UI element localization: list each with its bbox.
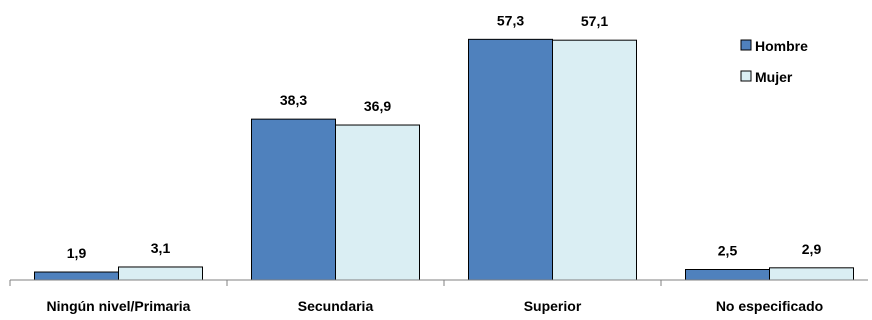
bar-hombre-no-especificado xyxy=(685,269,770,281)
bar-mujer-superior xyxy=(552,39,637,281)
bar-mujer-ningun-nivel-primaria xyxy=(118,266,203,281)
legend-label-hombre: Hombre xyxy=(755,38,808,54)
bars-layer xyxy=(34,38,854,281)
bar-hombre-superior xyxy=(468,38,553,281)
category-label-superior: Superior xyxy=(524,298,582,314)
category-label-ningun-nivel-primaria: Ningún nivel/Primaria xyxy=(47,298,191,314)
legend-swatch-hombre xyxy=(740,39,752,51)
bar-hombre-secundaria xyxy=(251,118,336,281)
bar-mujer-secundaria xyxy=(335,124,420,281)
data-label-mujer-secundaria: 36,9 xyxy=(364,98,391,114)
data-labels-layer: 1,9 3,1 38,3 36,9 57,3 57,1 2,5 2,9 xyxy=(67,12,822,261)
legend: Hombre Mujer xyxy=(740,38,808,85)
category-labels-layer: Ningún nivel/Primaria Secundaria Superior N… xyxy=(47,298,824,314)
legend-swatch-mujer xyxy=(740,70,752,82)
category-label-secundaria: Secundaria xyxy=(298,298,374,314)
data-label-mujer-ningun-nivel-primaria: 3,1 xyxy=(151,240,171,256)
bar-hombre-ningun-nivel-primaria xyxy=(34,271,119,281)
data-label-hombre-secundaria: 38,3 xyxy=(280,92,307,108)
data-label-mujer-no-especificado: 2,9 xyxy=(802,241,822,257)
data-label-hombre-no-especificado: 2,5 xyxy=(718,243,738,259)
data-label-mujer-superior: 57,1 xyxy=(581,13,608,29)
category-label-no-especificado: No especificado xyxy=(716,298,823,314)
legend-label-mujer: Mujer xyxy=(755,69,793,85)
data-label-hombre-ningun-nivel-primaria: 1,9 xyxy=(67,245,87,261)
data-label-hombre-superior: 57,3 xyxy=(497,12,524,28)
bar-mujer-no-especificado xyxy=(769,267,854,281)
x-axis-ticks xyxy=(9,280,662,286)
